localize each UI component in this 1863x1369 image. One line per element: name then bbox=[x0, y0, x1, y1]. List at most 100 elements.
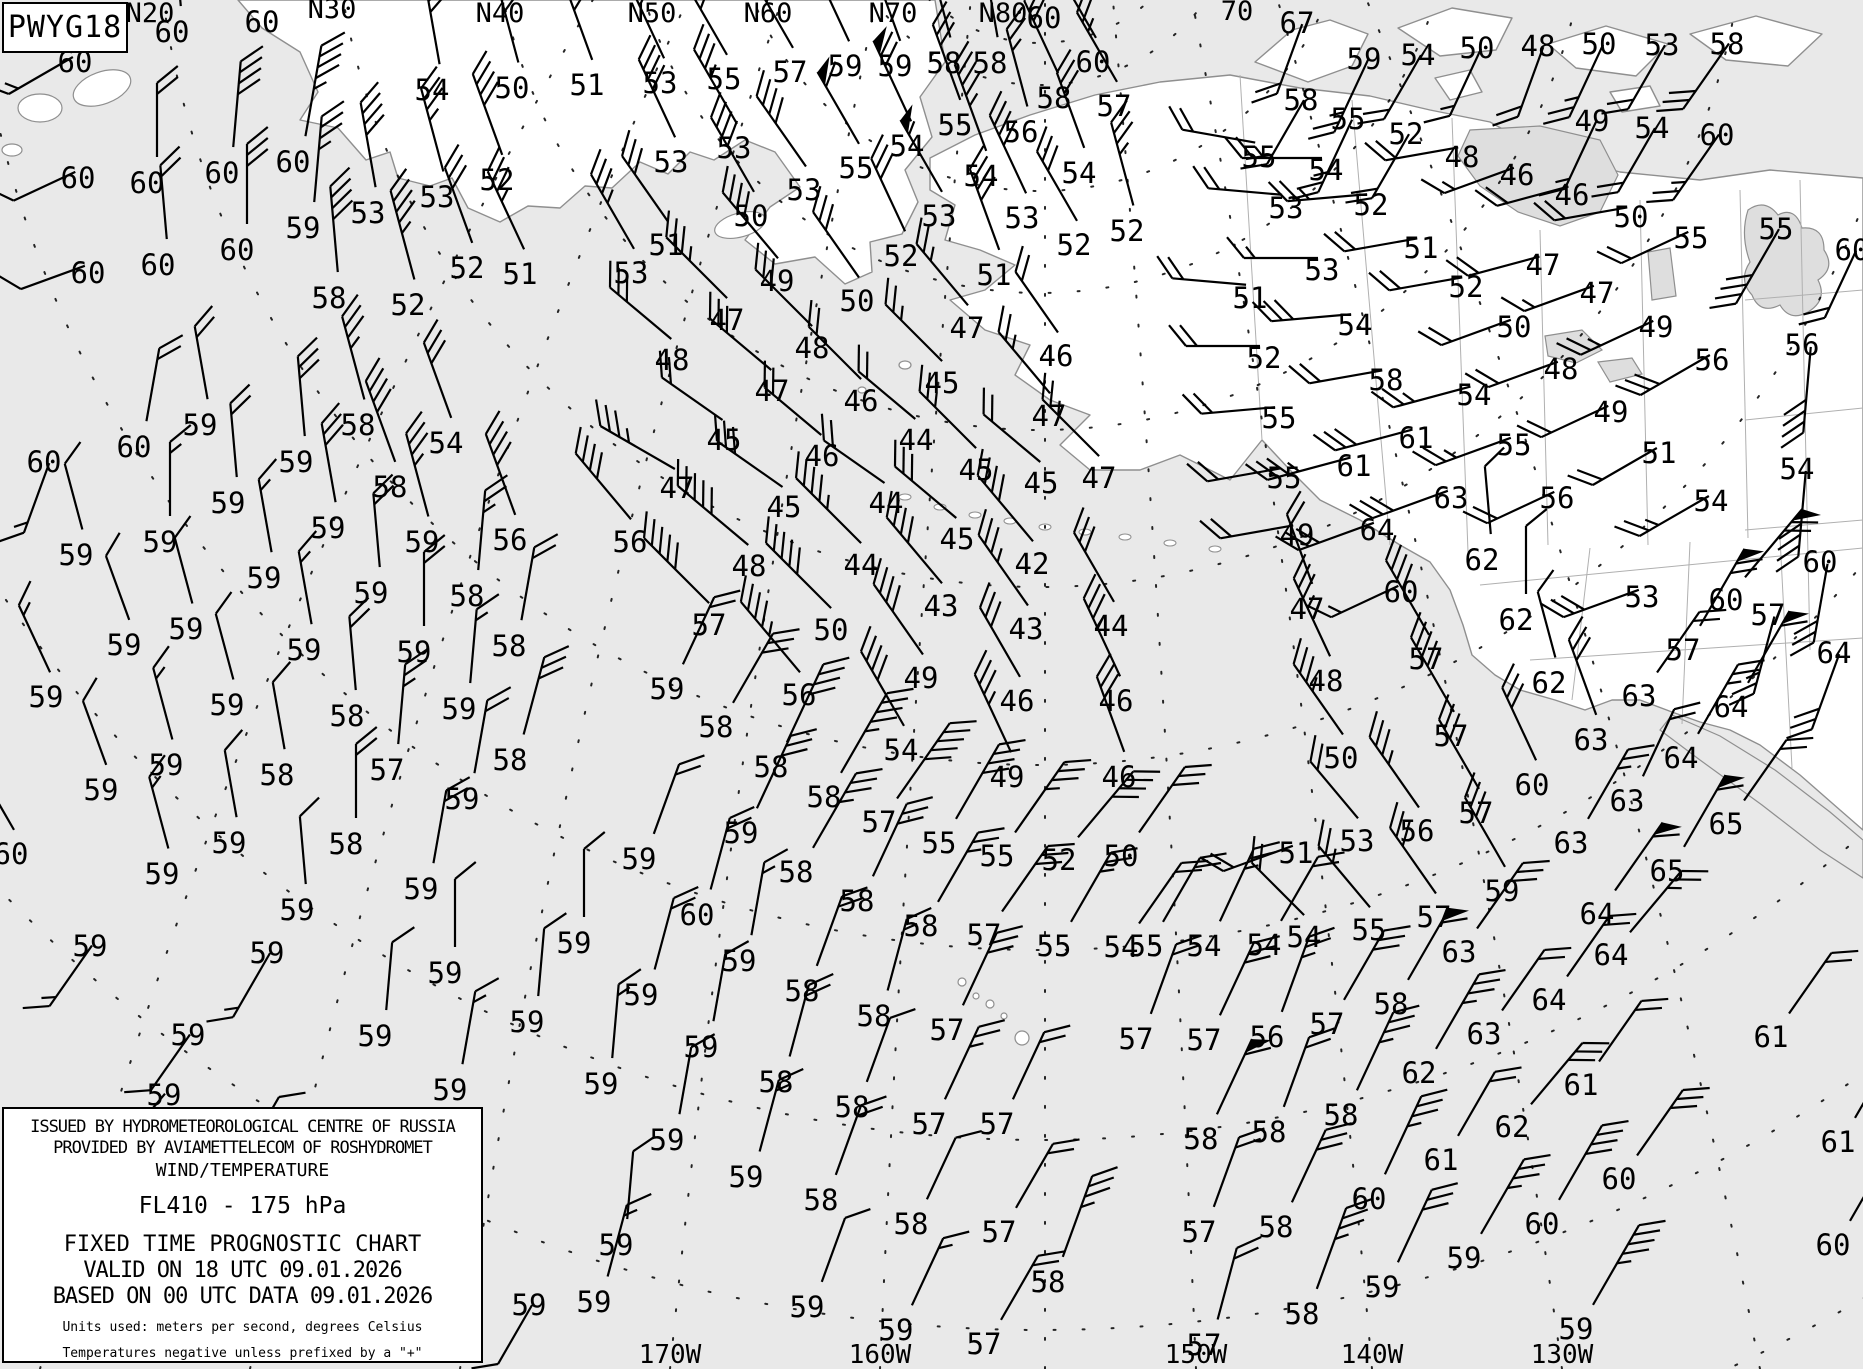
temperature-label: 54 bbox=[429, 426, 464, 460]
temperature-label: 59 bbox=[433, 1073, 468, 1107]
wind-barb-station: 50 bbox=[1417, 310, 1531, 347]
barb-full bbox=[1472, 505, 1498, 520]
barb-full bbox=[1635, 1006, 1663, 1012]
barb-shaft bbox=[716, 440, 784, 488]
barb-full bbox=[790, 728, 818, 737]
barb-shaft bbox=[298, 816, 307, 885]
barb-full bbox=[922, 225, 930, 253]
barb-pennant bbox=[900, 104, 913, 133]
temperature-label: 50 bbox=[495, 71, 530, 105]
wind-barb-station: 59 bbox=[145, 754, 179, 891]
temperature-label: 59 bbox=[84, 773, 119, 807]
barb-full bbox=[632, 1135, 656, 1153]
barb-half bbox=[1726, 680, 1742, 685]
barb-shaft bbox=[1333, 59, 1370, 133]
temperature-label: 60 bbox=[155, 15, 190, 49]
barb-full bbox=[1194, 861, 1222, 869]
temperature-label: 55 bbox=[980, 839, 1015, 873]
barb-full bbox=[156, 65, 179, 84]
barb-full bbox=[942, 1230, 970, 1240]
barb-full bbox=[822, 656, 850, 666]
barb-half bbox=[169, 443, 182, 454]
temperature-label: 52 bbox=[1449, 270, 1484, 304]
wind-barb-station: 59 bbox=[1307, 42, 1381, 140]
wind-barb-station: 63 bbox=[1349, 481, 1468, 520]
barb-full bbox=[1606, 245, 1632, 260]
barb-full bbox=[886, 687, 914, 695]
barb-half bbox=[907, 120, 916, 136]
barb-half bbox=[826, 494, 830, 510]
barb-half bbox=[1441, 180, 1456, 191]
temperature-label: 46 bbox=[1099, 684, 1134, 718]
temperature-label: 52 bbox=[450, 251, 485, 285]
barb-full bbox=[1416, 1098, 1443, 1108]
barb-full bbox=[1372, 944, 1400, 951]
wind-barb-station: 57 bbox=[1182, 1127, 1265, 1249]
barb-full bbox=[978, 1019, 1006, 1028]
barb-full bbox=[1197, 461, 1219, 481]
barb-full bbox=[891, 584, 901, 612]
temperature-label: 58 bbox=[493, 743, 528, 777]
barb-shaft bbox=[694, 0, 728, 56]
barb-full bbox=[82, 677, 98, 702]
barb-full bbox=[1234, 1137, 1262, 1149]
wind-barb-station: 58 bbox=[1656, 27, 1744, 113]
wind-barb-station: 58 bbox=[260, 661, 294, 792]
wind-barb-station: 52 bbox=[1267, 180, 1388, 222]
temperature-label: 60 bbox=[1816, 1228, 1851, 1262]
barb-full bbox=[543, 912, 567, 930]
temperature-label: 44 bbox=[844, 548, 879, 582]
barb-full bbox=[939, 21, 956, 46]
barb-half bbox=[1671, 180, 1686, 184]
barb-full bbox=[152, 645, 170, 669]
wind-barb-station: 52 bbox=[1345, 117, 1423, 204]
barb-full bbox=[1049, 380, 1055, 408]
temperature-label: 54 bbox=[1104, 930, 1139, 964]
barb-full bbox=[709, 91, 722, 118]
barb-shaft bbox=[1162, 857, 1201, 923]
temperature-label: 51 bbox=[977, 258, 1012, 292]
barb-half bbox=[1313, 171, 1328, 177]
barb-full bbox=[105, 532, 121, 557]
wind-barb-station: 60 bbox=[117, 334, 184, 464]
barb-full bbox=[990, 465, 998, 493]
barb-shaft bbox=[885, 516, 943, 584]
barb-full bbox=[1192, 392, 1214, 414]
barb-full bbox=[1304, 1037, 1332, 1049]
wind-barb-station: 60 bbox=[1789, 545, 1837, 657]
barb-full bbox=[672, 218, 678, 246]
barb-shaft bbox=[635, 0, 666, 59]
barb-full bbox=[1540, 602, 1565, 619]
barb-full bbox=[767, 637, 795, 645]
barb-full bbox=[1055, 49, 1072, 74]
wind-barb-station: 58 bbox=[450, 474, 508, 613]
barb-shaft bbox=[1055, 72, 1086, 149]
barb-full bbox=[363, 103, 383, 125]
barb-full bbox=[997, 474, 1006, 501]
barb-shaft bbox=[359, 102, 377, 188]
barb-full bbox=[856, 1105, 884, 1117]
barb-full bbox=[807, 299, 813, 327]
barb-half bbox=[617, 986, 631, 997]
barb-full bbox=[915, 217, 923, 245]
barb-full bbox=[739, 575, 747, 603]
barb-full bbox=[595, 452, 604, 479]
barb-full bbox=[321, 100, 345, 118]
barb-full bbox=[1110, 847, 1138, 854]
barb-full bbox=[977, 827, 1005, 834]
barb-full bbox=[820, 413, 826, 441]
barb-half bbox=[1331, 848, 1337, 864]
wind-barb-station: 63 bbox=[1610, 701, 1701, 818]
wind-barb-station: 61 bbox=[1424, 1066, 1522, 1177]
temperature-label: 64 bbox=[1580, 897, 1615, 931]
barb-full bbox=[169, 424, 192, 443]
barb-shaft bbox=[763, 386, 822, 436]
barb-full bbox=[297, 530, 318, 553]
barb-half bbox=[1306, 594, 1316, 609]
barb-full bbox=[1266, 457, 1290, 476]
barb-half bbox=[1011, 334, 1017, 350]
barb-shaft bbox=[1309, 369, 1383, 385]
temperature-label: 61 bbox=[1337, 449, 1372, 483]
barb-full bbox=[1072, 507, 1085, 533]
temperature-label: 59 bbox=[577, 1285, 612, 1319]
